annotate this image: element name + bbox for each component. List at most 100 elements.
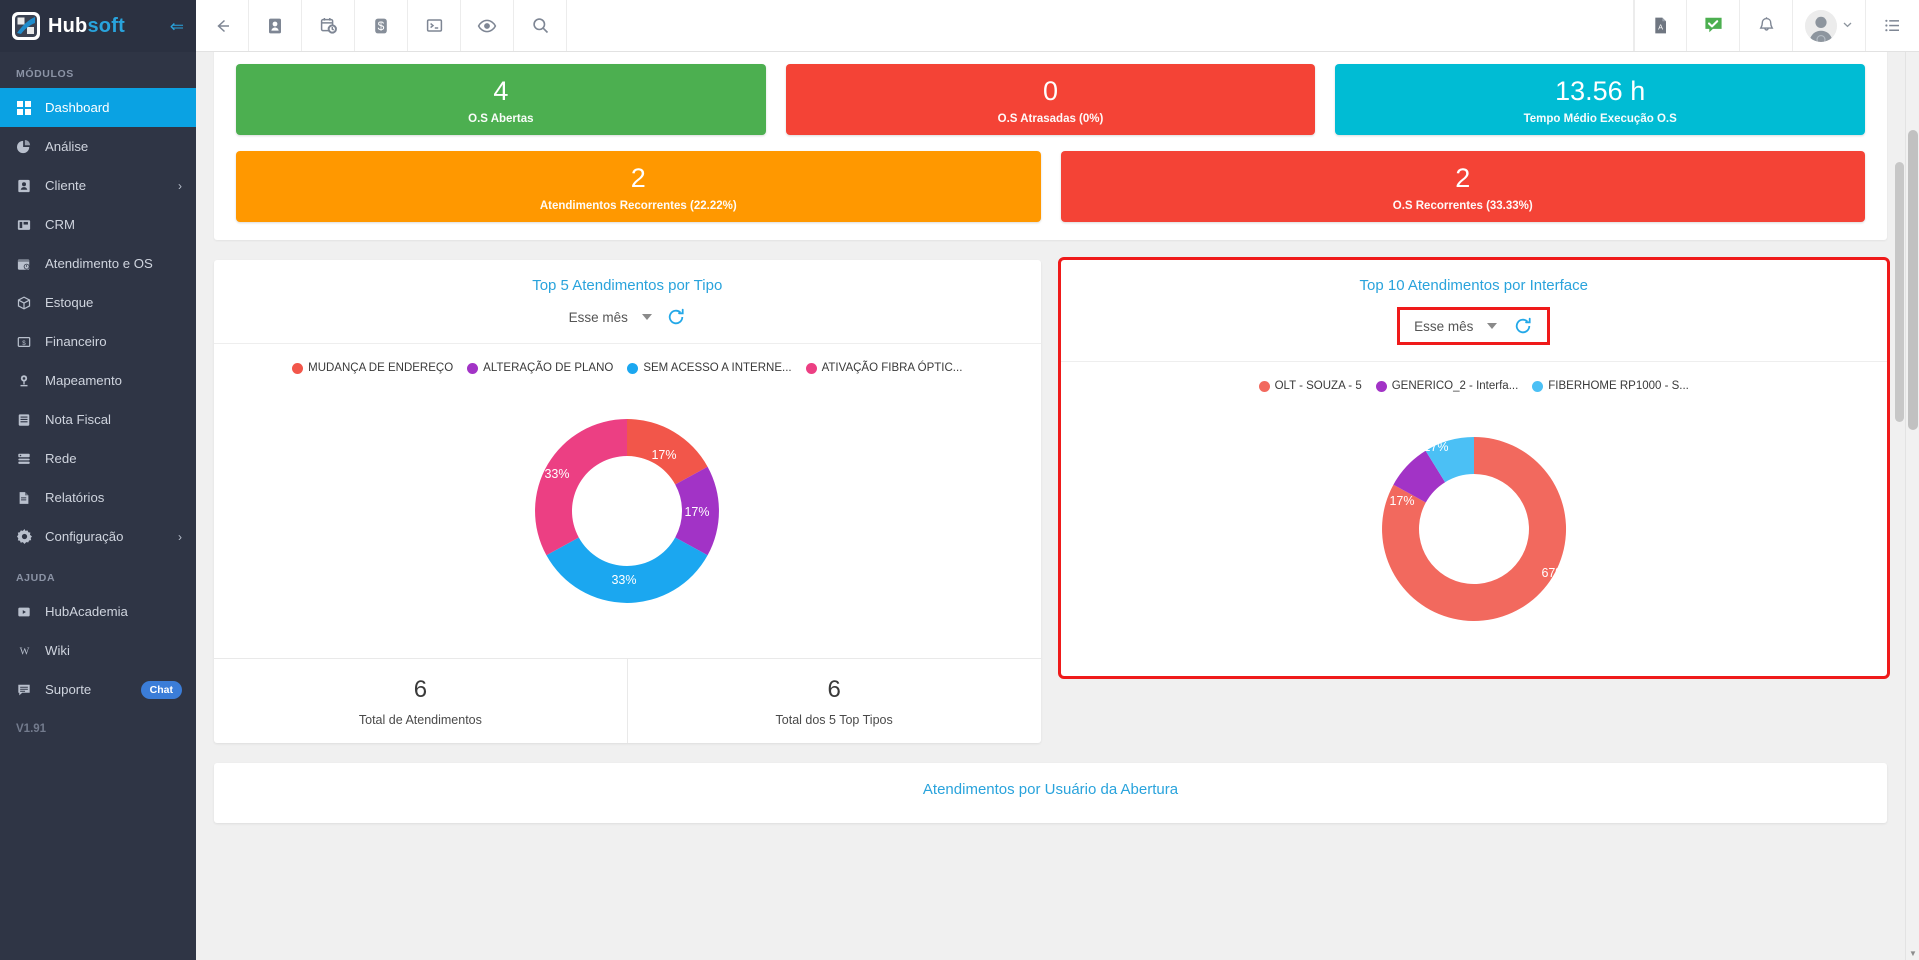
refresh-icon[interactable]	[1513, 316, 1533, 336]
sidebar-item-analise[interactable]: Análise	[0, 127, 196, 166]
sidebar-item-wiki[interactable]: W Wiki	[0, 631, 196, 670]
kpi-value: 13.56 h	[1555, 76, 1646, 106]
box-icon	[16, 295, 32, 311]
sidebar-item-estoque[interactable]: Estoque	[0, 283, 196, 322]
page-scrollbar[interactable]: ▲ ▼	[1905, 0, 1919, 960]
scroll-down-arrow-icon[interactable]: ▼	[1909, 948, 1917, 958]
legend-label: ATIVAÇÃO FIBRA ÓPTIC...	[821, 362, 963, 375]
gear-icon	[16, 529, 32, 545]
sidebar-item-cliente[interactable]: Cliente ›	[0, 166, 196, 205]
top-toolbar: $ A	[196, 0, 1919, 52]
sidebar-item-configuracao[interactable]: Configuração ›	[0, 517, 196, 556]
sidebar-item-label: Mapeamento	[45, 373, 122, 388]
sidebar-section-help: AJUDA	[16, 572, 56, 584]
slice-value-label: 17%	[685, 505, 710, 519]
sidebar-item-financeiro[interactable]: $ Financeiro	[0, 322, 196, 361]
back-arrow-icon[interactable]	[196, 0, 249, 51]
kpi-label: O.S Atrasadas (0%)	[997, 113, 1104, 126]
total-atendimentos: 6 Total de Atendimentos	[214, 659, 627, 743]
page-scrollbar-thumb[interactable]	[1908, 130, 1918, 430]
green-check-icon[interactable]	[1687, 0, 1740, 51]
legend-item[interactable]: SEM ACESSO A INTERNE...	[627, 362, 792, 375]
total-value: 6	[827, 676, 841, 704]
svg-text:$: $	[22, 339, 26, 346]
kpi-card-tempo-medio: 13.56 h Tempo Médio Execução O.S	[1335, 64, 1866, 136]
support-chat-badge[interactable]: Chat	[140, 680, 182, 699]
legend-item[interactable]: ALTERAÇÃO DE PLANO	[467, 362, 613, 374]
chevron-down-icon	[641, 314, 652, 321]
legend-label: MUDANÇA DE ENDEREÇO	[308, 362, 454, 375]
sidebar-item-label: Atendimento e OS	[45, 256, 153, 271]
total-top-tipos: 6 Total dos 5 Top Tipos	[626, 659, 1041, 744]
kpi-label: Tempo Médio Execução O.S	[1523, 113, 1677, 126]
slice-ativacao-fibra[interactable]	[535, 419, 628, 556]
sidebar-item-rede[interactable]: Rede	[0, 439, 196, 478]
card-title: Top 10 Atendimentos por Interface	[1359, 277, 1588, 295]
pdf-icon[interactable]: A	[1634, 0, 1687, 51]
kpi-value: 2	[1455, 163, 1471, 194]
eye-icon[interactable]	[461, 0, 514, 51]
legend-color-dot	[805, 362, 817, 374]
bell-icon[interactable]	[1740, 0, 1793, 51]
sidebar-item-dashboard[interactable]: Dashboard	[0, 88, 196, 127]
content-scrollbar-thumb[interactable]	[1895, 162, 1904, 422]
sidebar-item-relatorios[interactable]: Relatórios	[0, 478, 196, 517]
dollar-icon[interactable]: $	[355, 0, 408, 51]
refresh-icon[interactable]	[666, 307, 686, 327]
legend-item[interactable]: GENERICO_2 - Interfa...	[1375, 380, 1519, 393]
legend-label: SEM ACESSO A INTERNE...	[643, 362, 792, 375]
search-icon[interactable]	[514, 0, 567, 51]
sidebar-version-label: V1.91	[16, 723, 47, 735]
legend-label: OLT - SOUZA - 5	[1274, 380, 1362, 393]
sidebar-collapse-icon[interactable]: ⇐	[169, 16, 184, 36]
sidebar-item-crm[interactable]: CRM	[0, 205, 196, 244]
user-menu[interactable]	[1793, 0, 1866, 51]
grid-icon	[16, 100, 32, 116]
card-title: Atendimentos por Usuário da Abertura	[922, 781, 1179, 799]
content-scrollbar[interactable]	[1894, 52, 1905, 960]
contact-card-icon[interactable]	[249, 0, 302, 51]
period-select[interactable]: Esse mês	[569, 310, 652, 325]
slice-alteracao-plano[interactable]	[675, 466, 720, 556]
user-card-icon	[16, 178, 32, 194]
slice-fiberhome-rp1000[interactable]	[1425, 437, 1474, 483]
period-select-value: Esse mês	[568, 309, 628, 325]
slice-generico2-interface[interactable]	[1393, 450, 1445, 503]
slice-olt-souza-5[interactable]	[1381, 437, 1566, 622]
legend-item[interactable]: FIBERHOME RP1000 - S...	[1532, 380, 1689, 392]
legend-item[interactable]: MUDANÇA DE ENDEREÇO	[292, 362, 453, 374]
legend-item[interactable]: OLT - SOUZA - 5	[1258, 380, 1362, 393]
kpi-value: 0	[1042, 76, 1059, 106]
donut-chart-top5-tipos: 17% 17% 33% 33%	[224, 380, 1031, 650]
legend-color-dot	[292, 362, 304, 374]
sidebar-item-hubacademia[interactable]: HubAcademia	[0, 592, 196, 631]
slice-mudanca-endereco[interactable]	[627, 419, 708, 485]
kpi-card-os-atrasadas: 0 O.S Atrasadas (0%)	[785, 64, 1316, 136]
sidebar-item-suporte[interactable]: Suporte Chat	[0, 670, 196, 709]
calendar-clock-icon	[16, 256, 32, 272]
slice-value-label: 17%	[652, 448, 677, 462]
sidebar-section-modules: MÓDULOS	[16, 68, 74, 80]
board-icon	[16, 217, 32, 233]
legend-color-dot	[1532, 380, 1544, 392]
period-select[interactable]: Esse mês	[1414, 318, 1498, 334]
card-toolbar: Esse mês	[1061, 307, 1888, 361]
kpi-card-atendimentos-recorrentes: 2 Atendimentos Recorrentes (22.22%)	[236, 151, 1041, 223]
sidebar-item-atendimento-e-os[interactable]: Atendimento e OS	[0, 244, 196, 283]
sidebar-item-nota-fiscal[interactable]: Nota Fiscal	[0, 400, 196, 439]
sidebar-item-mapeamento[interactable]: Mapeamento	[0, 361, 196, 400]
legend-label: GENERICO_2 - Interfa...	[1391, 380, 1519, 393]
card-body: MUDANÇA DE ENDEREÇO ALTERAÇÃO DE PLANO S…	[214, 343, 1041, 658]
map-pin-icon	[16, 373, 32, 389]
slice-sem-acesso-internet[interactable]	[546, 537, 708, 604]
slice-value-label: 17%	[1389, 494, 1414, 508]
sidebar-item-label: Análise	[45, 139, 89, 154]
period-select-value: Esse mês	[1414, 318, 1474, 334]
kpi-label: Atendimentos Recorrentes (22.22%)	[539, 200, 737, 213]
terminal-icon[interactable]	[408, 0, 461, 51]
calendar-clock-icon[interactable]	[302, 0, 355, 51]
list-menu-icon[interactable]	[1866, 0, 1919, 51]
chevron-down-icon	[1487, 323, 1498, 330]
legend-item[interactable]: ATIVAÇÃO FIBRA ÓPTIC...	[805, 362, 963, 375]
